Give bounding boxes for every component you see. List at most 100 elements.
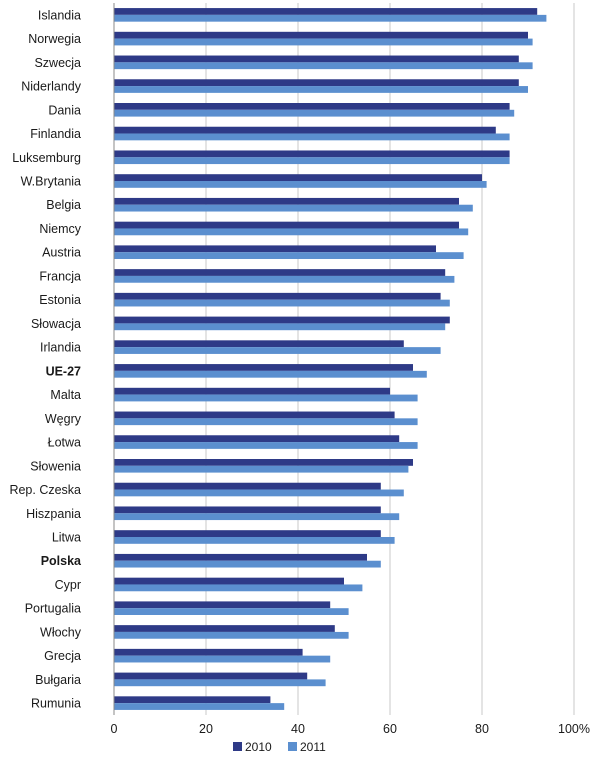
category-label-wegry: Węgry [45, 412, 82, 426]
bar-szwecja-2010 [114, 55, 519, 63]
category-label-niemcy: Niemcy [39, 222, 81, 236]
legend: 2010 2011 [233, 740, 326, 754]
bar-islandia-2011 [114, 14, 547, 22]
category-label-slowenia: Słowenia [30, 459, 81, 473]
bar-malta-2010 [114, 387, 390, 395]
legend-swatch-2011 [288, 742, 297, 751]
category-label-austria: Austria [42, 246, 81, 260]
bar-irlandia-2010 [114, 340, 404, 348]
category-label-dania: Dania [48, 103, 81, 117]
bar-litwa-2011 [114, 537, 395, 544]
x-tick-labels: 0 20 40 60 80 100% [111, 722, 590, 736]
category-label-hiszpania: Hiszpania [26, 507, 81, 521]
category-label-estonia: Estonia [39, 293, 81, 307]
bar-niemcy-2011 [114, 228, 469, 236]
bar-irlandia-2011 [114, 347, 441, 354]
x-tick-label-80: 80 [475, 722, 489, 736]
bar-slowacja-2011 [114, 323, 446, 331]
bar-islandia-2010 [114, 8, 538, 15]
bar-hiszpania-2010 [114, 506, 381, 514]
bar-szwecja-2011 [114, 62, 533, 70]
category-label-luksemburg: Luksemburg [12, 151, 81, 165]
bar-slowenia-2011 [114, 465, 409, 473]
bar-wlochy-2010 [114, 625, 335, 632]
category-label-litwa: Litwa [52, 531, 81, 545]
x-tick-label-40: 40 [291, 722, 305, 736]
bar-dania-2011 [114, 109, 515, 117]
bar-slowacja-2010 [114, 316, 450, 324]
x-tick-label-100: 100% [558, 722, 590, 736]
category-label-francja: Francja [39, 269, 81, 283]
bar-francja-2010 [114, 269, 446, 276]
category-label-norwegia: Norwegia [28, 32, 81, 46]
legend-label-2010: 2010 [245, 740, 272, 754]
bar-francja-2011 [114, 275, 455, 283]
bar-litwa-2010 [114, 530, 381, 537]
bar-norwegia-2011 [114, 38, 533, 46]
bar-polska-2010 [114, 553, 367, 561]
bar-grecja-2010 [114, 648, 303, 656]
category-labels: Islandia Norwegia Szwecja Niderlandy Dania Fi… [9, 8, 82, 710]
bar-niderlandy-2010 [114, 79, 519, 87]
category-label-portugalia: Portugalia [25, 602, 81, 616]
category-label-islandia: Islandia [38, 8, 81, 22]
bar-bulgaria-2010 [114, 672, 308, 680]
bars [114, 8, 547, 710]
bar-lotwa-2010 [114, 435, 400, 443]
bar-luksemburg-2010 [114, 150, 510, 158]
bar-rumunia-2011 [114, 703, 285, 710]
category-label-rep-czeska: Rep. Czeska [9, 483, 81, 497]
category-label-szwecja: Szwecja [34, 56, 81, 70]
bar-belgia-2011 [114, 204, 473, 212]
bar-polska-2011 [114, 560, 381, 568]
x-tick-label-0: 0 [111, 722, 118, 736]
category-label-rumunia: Rumunia [31, 697, 81, 711]
bar-cypr-2011 [114, 584, 363, 592]
bar-malta-2011 [114, 394, 418, 402]
category-label-finlandia: Finlandia [30, 127, 81, 141]
legend-label-2011: 2011 [300, 740, 326, 754]
bar-hiszpania-2011 [114, 513, 400, 521]
bar-grecja-2011 [114, 655, 331, 663]
category-label-malta: Malta [50, 388, 81, 402]
category-label-w-brytania: W.Brytania [21, 175, 81, 189]
bar-rep-czeska-2010 [114, 482, 381, 490]
bar-finlandia-2011 [114, 133, 510, 141]
category-label-slowacja: Słowacja [31, 317, 81, 331]
bar-slowenia-2010 [114, 459, 413, 466]
bar-austria-2010 [114, 245, 436, 253]
bar-ue-27-2010 [114, 364, 413, 371]
bar-niemcy-2010 [114, 221, 459, 229]
x-tick-label-20: 20 [199, 722, 213, 736]
bar-estonia-2011 [114, 299, 450, 307]
category-label-lotwa: Łotwa [48, 436, 81, 450]
bar-belgia-2010 [114, 197, 459, 205]
bar-niderlandy-2011 [114, 86, 528, 93]
bar-ue-27-2011 [114, 370, 427, 378]
bar-wlochy-2011 [114, 631, 349, 639]
category-label-irlandia: Irlandia [40, 341, 81, 355]
bar-norwegia-2010 [114, 31, 528, 39]
category-label-grecja: Grecja [44, 649, 81, 663]
bar-lotwa-2011 [114, 442, 418, 449]
bar-cypr-2010 [114, 577, 344, 585]
bar-rep-czeska-2011 [114, 489, 404, 497]
bar-portugalia-2010 [114, 601, 331, 609]
category-label-belgia: Belgia [46, 198, 81, 212]
bar-wegry-2010 [114, 411, 395, 419]
category-label-wlochy: Włochy [40, 625, 82, 639]
bar-wegry-2011 [114, 418, 418, 426]
legend-swatch-2010 [233, 742, 242, 751]
category-label-ue-27: UE-27 [46, 364, 81, 378]
bar-luksemburg-2011 [114, 157, 510, 165]
category-label-cypr: Cypr [55, 578, 81, 592]
x-tick-label-60: 60 [383, 722, 397, 736]
bar-austria-2011 [114, 252, 464, 259]
bar-bulgaria-2011 [114, 679, 326, 687]
category-label-niderlandy: Niderlandy [21, 80, 82, 94]
bar-estonia-2010 [114, 292, 441, 300]
bar-rumunia-2010 [114, 696, 271, 704]
bar-finlandia-2010 [114, 126, 496, 134]
bar-dania-2010 [114, 103, 510, 110]
